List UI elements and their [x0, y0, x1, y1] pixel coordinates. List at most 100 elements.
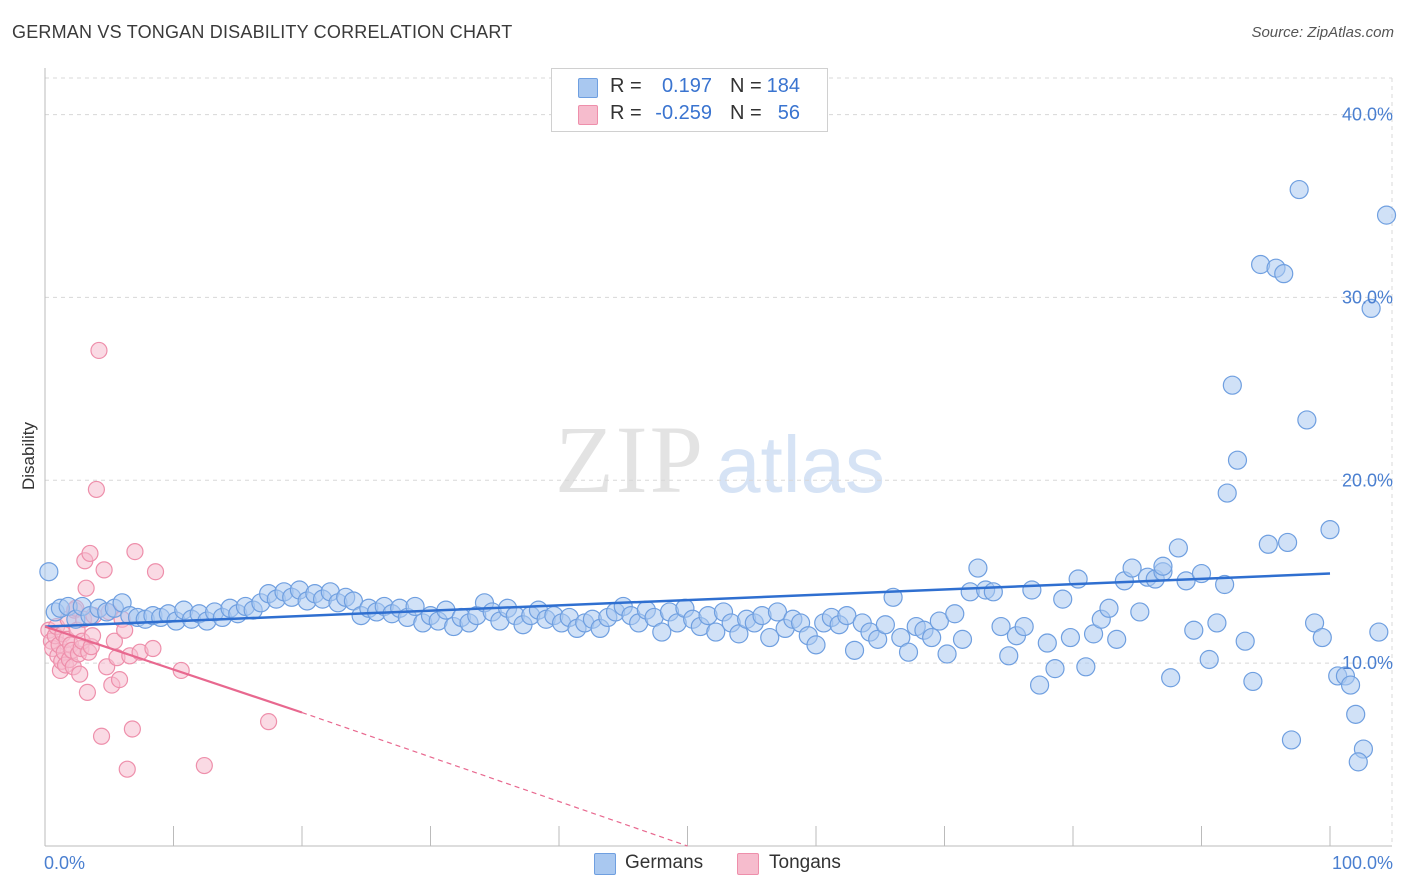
german-point [937, 644, 957, 664]
german-point [1281, 730, 1302, 750]
tongan-point [87, 480, 106, 499]
y-tick-label: 10.0% [1342, 653, 1393, 673]
bottom-legend-swatch-germans [594, 853, 616, 875]
german-point [1029, 675, 1050, 695]
german-point [1340, 675, 1361, 695]
watermark: ZIP atlas [555, 406, 885, 513]
german-point [1076, 657, 1096, 677]
legend-n-label: N = [730, 102, 762, 124]
german-point [1348, 752, 1368, 772]
german-point [991, 616, 1011, 637]
tick-labels: 10.0% 20.0% 30.0% 40.0% 0.0% 100.0% [44, 105, 1393, 873]
source-label: Source: ZipAtlas.com [1251, 24, 1394, 41]
german-point [952, 629, 973, 649]
german-point [1222, 375, 1242, 395]
german-point [1099, 598, 1119, 618]
german-point [898, 642, 919, 662]
german-point [1168, 538, 1188, 558]
x-tick-label-max: 100.0% [1332, 853, 1393, 873]
tongan-points [40, 341, 278, 778]
tongan-point [126, 542, 144, 561]
legend-row-germans: R = 0.197 N = 184 [552, 75, 827, 101]
legend-r-value: -0.259 [655, 102, 712, 124]
tongan-trend-extension [301, 711, 688, 847]
german-point [1199, 649, 1219, 670]
german-point [1022, 580, 1042, 600]
watermark-atlas: atlas [716, 420, 885, 509]
german-point [1053, 589, 1073, 609]
german-point [875, 615, 895, 635]
german-point [1258, 534, 1278, 554]
german-point [1274, 264, 1294, 284]
german-trend-line [44, 572, 1331, 628]
watermark-zip: ZIP [555, 406, 705, 513]
axes [44, 68, 1392, 847]
tongan-point [83, 627, 102, 645]
legend-n-value: 56 [777, 102, 800, 124]
german-point [1060, 627, 1081, 648]
german-point [929, 611, 949, 631]
tongan-point [259, 713, 278, 731]
german-point [39, 562, 59, 582]
german-point [1376, 205, 1397, 225]
german-point [844, 640, 865, 660]
tongan-point [90, 341, 108, 360]
legend-r-label: R = [610, 75, 642, 97]
tongan-point [95, 561, 113, 579]
german-point [1122, 558, 1142, 578]
german-point [1369, 622, 1389, 642]
german-point [1312, 627, 1332, 648]
chart-title: GERMAN VS TONGAN DISABILITY CORRELATION … [12, 22, 513, 42]
legend-n-value: 184 [766, 75, 800, 97]
german-point [1227, 450, 1248, 470]
tongan-point [118, 760, 136, 778]
german-point [1130, 602, 1150, 622]
tongan-point [71, 665, 89, 683]
german-point [760, 627, 780, 648]
german-point [767, 602, 788, 622]
german-point [652, 622, 672, 642]
german-point [1014, 616, 1034, 637]
tongan-point [110, 670, 129, 689]
gridlines [45, 77, 1393, 846]
german-point [1320, 520, 1340, 540]
tongan-point [123, 720, 141, 738]
y-tick-label: 40.0% [1342, 105, 1393, 125]
legend-row-tongans: R = -0.259 N = 56 [552, 102, 827, 128]
tongan-trend-line [44, 625, 303, 714]
german-point [999, 646, 1019, 666]
tongan-point [92, 727, 111, 745]
x-tick-label-min: 0.0% [44, 853, 85, 873]
german-points [39, 179, 1397, 772]
german-point [1289, 179, 1309, 200]
tongan-point [195, 756, 213, 775]
legend-swatch-tongans [578, 105, 598, 125]
tongan-point [146, 563, 165, 581]
legend-n-label: N = [730, 75, 762, 97]
german-point [1297, 410, 1317, 430]
german-point [1346, 704, 1366, 724]
legend-r-label: R = [610, 102, 642, 124]
german-point [1153, 556, 1173, 576]
tongan-point [144, 639, 162, 658]
german-point [1277, 532, 1298, 553]
y-axis-title: Disability [19, 421, 38, 490]
german-point [1243, 671, 1263, 692]
german-point [1184, 620, 1204, 640]
german-point [945, 604, 965, 624]
trend-lines [44, 572, 1331, 847]
german-point [706, 622, 726, 642]
german-point [1207, 613, 1227, 633]
german-point [968, 558, 988, 578]
y-tick-label: 30.0% [1342, 287, 1393, 307]
german-point [1107, 629, 1127, 649]
german-point [806, 635, 826, 655]
german-point [1235, 631, 1255, 651]
tongan-point [81, 544, 99, 563]
german-point [1161, 668, 1181, 688]
bottom-legend-swatch-tongans [737, 853, 759, 875]
german-point [1045, 659, 1065, 679]
bottom-legend-germans: Germans [625, 852, 704, 873]
legend-r-value: 0.197 [661, 75, 712, 97]
